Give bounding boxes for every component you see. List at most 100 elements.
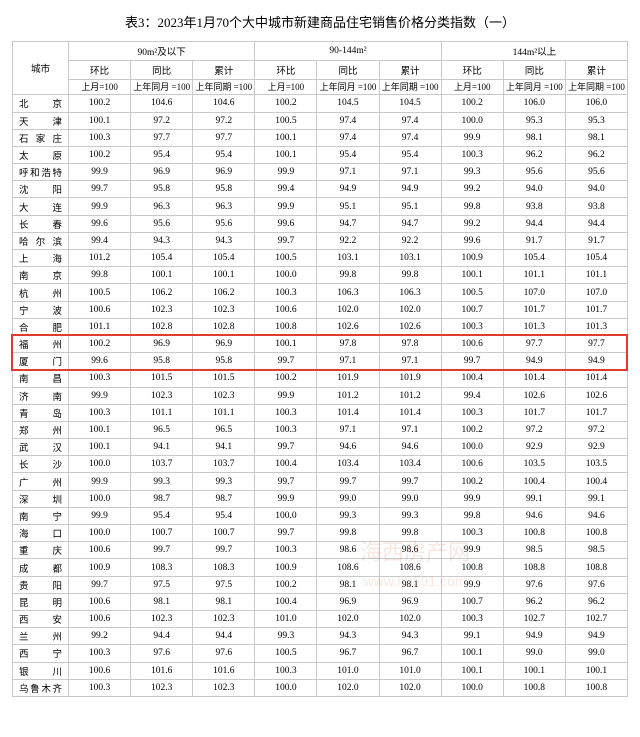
data-cell: 96.9	[379, 593, 441, 610]
table-row: 哈尔滨99.494.394.399.792.292.299.691.791.7	[13, 232, 628, 249]
data-cell: 99.7	[441, 353, 503, 370]
data-cell: 99.4	[69, 232, 131, 249]
data-cell: 100.2	[441, 95, 503, 112]
data-cell: 101.2	[317, 387, 379, 404]
data-cell: 98.5	[565, 542, 627, 559]
data-cell: 100.8	[255, 318, 317, 335]
data-cell: 94.3	[193, 232, 255, 249]
data-cell: 97.8	[317, 335, 379, 352]
data-cell: 100.3	[441, 318, 503, 335]
data-cell: 101.4	[317, 404, 379, 421]
data-cell: 100.6	[255, 301, 317, 318]
table-body: 北 京100.2104.6104.6100.2104.5104.5100.210…	[13, 95, 628, 697]
table-row: 宁 波100.6102.3102.3100.6102.0102.0100.710…	[13, 301, 628, 318]
data-cell: 108.6	[379, 559, 441, 576]
data-cell: 104.5	[317, 95, 379, 112]
data-cell: 98.1	[379, 576, 441, 593]
data-cell: 100.9	[69, 559, 131, 576]
data-cell: 100.4	[255, 456, 317, 473]
data-cell: 99.7	[379, 473, 441, 490]
data-cell: 102.0	[379, 679, 441, 696]
data-cell: 99.1	[503, 490, 565, 507]
city-name: 南 京	[13, 267, 69, 284]
table-row: 西 安100.6102.3102.3101.0102.0102.0100.310…	[13, 610, 628, 627]
data-cell: 96.2	[503, 593, 565, 610]
city-name: 西 宁	[13, 645, 69, 662]
data-cell: 101.7	[503, 404, 565, 421]
data-cell: 95.1	[379, 198, 441, 215]
data-cell: 99.9	[69, 164, 131, 181]
col-tb: 同比	[317, 61, 379, 80]
data-cell: 95.8	[193, 353, 255, 370]
city-name: 上 海	[13, 250, 69, 267]
data-cell: 97.7	[193, 129, 255, 146]
data-cell: 94.6	[565, 507, 627, 524]
data-cell: 100.3	[441, 610, 503, 627]
data-cell: 107.0	[503, 284, 565, 301]
data-cell: 95.6	[565, 164, 627, 181]
data-cell: 99.8	[441, 507, 503, 524]
data-cell: 94.4	[503, 215, 565, 232]
data-cell: 100.6	[69, 301, 131, 318]
data-cell: 100.2	[255, 370, 317, 387]
data-cell: 94.6	[317, 439, 379, 456]
city-name: 武 汉	[13, 439, 69, 456]
data-cell: 100.2	[69, 146, 131, 163]
data-cell: 97.6	[565, 576, 627, 593]
data-cell: 100.7	[441, 301, 503, 318]
data-cell: 96.3	[131, 198, 193, 215]
table-row: 广 州99.999.399.399.799.799.7100.2100.4100…	[13, 473, 628, 490]
data-cell: 101.1	[565, 267, 627, 284]
data-cell: 100.6	[69, 542, 131, 559]
data-cell: 101.9	[317, 370, 379, 387]
data-cell: 102.3	[131, 301, 193, 318]
table-row: 银 川100.6101.6101.6100.3101.0101.0100.110…	[13, 662, 628, 679]
table-row: 大 连99.996.396.399.995.195.199.893.893.8	[13, 198, 628, 215]
col-tb: 同比	[503, 61, 565, 80]
data-cell: 100.1	[441, 267, 503, 284]
data-cell: 92.9	[565, 439, 627, 456]
data-cell: 100.3	[69, 370, 131, 387]
table-row: 太 原100.295.495.4100.195.495.4100.396.296…	[13, 146, 628, 163]
data-cell: 96.9	[193, 164, 255, 181]
city-name: 贵 阳	[13, 576, 69, 593]
data-cell: 97.5	[193, 576, 255, 593]
data-cell: 98.1	[317, 576, 379, 593]
city-name: 呼和浩特	[13, 164, 69, 181]
table-row: 上 海101.2105.4105.4100.5103.1103.1100.910…	[13, 250, 628, 267]
col-hb: 环比	[255, 61, 317, 80]
data-cell: 99.0	[565, 645, 627, 662]
city-name: 合 肥	[13, 318, 69, 335]
data-cell: 99.9	[69, 507, 131, 524]
data-cell: 100.3	[255, 542, 317, 559]
city-name: 青 岛	[13, 404, 69, 421]
table-row: 合 肥101.1102.8102.8100.8102.6102.6100.310…	[13, 318, 628, 335]
data-cell: 102.8	[131, 318, 193, 335]
table-row: 杭 州100.5106.2106.2100.3106.3106.3100.510…	[13, 284, 628, 301]
city-name: 石家庄	[13, 129, 69, 146]
city-name: 南 昌	[13, 370, 69, 387]
data-cell: 97.4	[379, 112, 441, 129]
data-cell: 100.8	[565, 679, 627, 696]
data-cell: 101.5	[131, 370, 193, 387]
table-row: 海 口100.0100.7100.799.799.899.8100.3100.8…	[13, 525, 628, 542]
city-name: 银 川	[13, 662, 69, 679]
data-cell: 100.3	[255, 284, 317, 301]
table-row: 武 汉100.194.194.199.794.694.6100.092.992.…	[13, 439, 628, 456]
data-cell: 101.4	[565, 370, 627, 387]
data-cell: 102.7	[565, 610, 627, 627]
city-name: 兰 州	[13, 628, 69, 645]
data-cell: 103.4	[317, 456, 379, 473]
col-sub-lj: 上年同期 =100	[379, 80, 441, 95]
data-cell: 101.1	[131, 404, 193, 421]
data-cell: 95.8	[131, 181, 193, 198]
data-cell: 96.9	[317, 593, 379, 610]
data-cell: 101.2	[69, 250, 131, 267]
data-cell: 104.6	[131, 95, 193, 112]
data-cell: 102.6	[317, 318, 379, 335]
col-sub-hb: 上月=100	[255, 80, 317, 95]
data-cell: 99.3	[317, 507, 379, 524]
data-cell: 98.1	[565, 129, 627, 146]
data-cell: 100.5	[255, 112, 317, 129]
data-cell: 99.7	[255, 439, 317, 456]
